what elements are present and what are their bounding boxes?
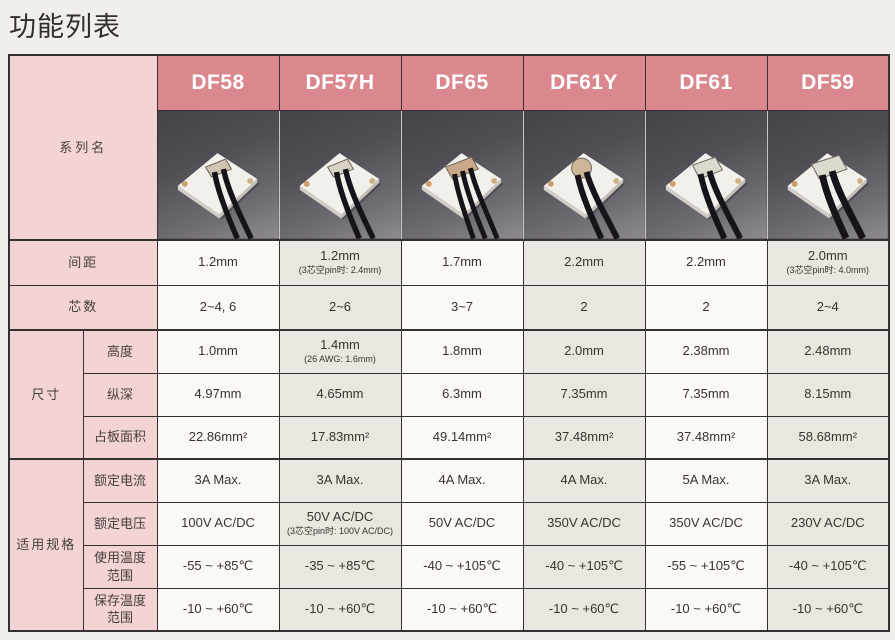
- cell-op-temp-df61y: -40 ~ +105℃: [522, 544, 646, 589]
- column-header-df65: DF65: [400, 54, 524, 111]
- row-label-cores: 芯数: [8, 284, 158, 331]
- row-label-voltage: 额定电压: [82, 501, 158, 546]
- connector-photo-icon: [665, 152, 747, 238]
- cell-cores-df58: 2~4, 6: [156, 284, 280, 331]
- cell-area-df61y: 37.48mm²: [522, 415, 646, 460]
- cell-area-df58: 22.86mm²: [156, 415, 280, 460]
- cell-storage-temp-df61y: -10 ~ +60℃: [522, 587, 646, 632]
- cell-area-df57h: 17.83mm²: [278, 415, 402, 460]
- cell-storage-temp-df57h: -10 ~ +60℃: [278, 587, 402, 632]
- row-label-current: 额定电流: [82, 458, 158, 503]
- cell-cores-df57h: 2~6: [278, 284, 402, 331]
- series-name-label: 系列名: [8, 54, 158, 241]
- cell-op-temp-df65: -40 ~ +105℃: [400, 544, 524, 589]
- cell-voltage-df59: 230V AC/DC: [766, 501, 890, 546]
- row-current: 适用规格 额定电流 3A Max. 3A Max. 4A Max. 4A Max…: [8, 458, 890, 632]
- cell-height-df57h: 1.4mm (26 AWG: 1.6mm): [278, 329, 402, 374]
- cell-pitch-df61: 2.2mm: [644, 239, 768, 286]
- product-photo-df59: [766, 109, 890, 241]
- cell-voltage-df61: 350V AC/DC: [644, 501, 768, 546]
- cell-depth-df59: 8.15mm: [766, 372, 890, 417]
- cell-op-temp-df58: -55 ~ +85℃: [156, 544, 280, 589]
- column-header-df59: DF59: [766, 54, 890, 111]
- cell-pitch-df61y: 2.2mm: [522, 239, 646, 286]
- cell-cores-df61y: 2: [522, 284, 646, 331]
- cell-current-df58: 3A Max.: [156, 458, 280, 503]
- cell-op-temp-df59: -40 ~ +105℃: [766, 544, 890, 589]
- cell-area-df65: 49.14mm²: [400, 415, 524, 460]
- row-label-height: 高度: [82, 329, 158, 374]
- cell-op-temp-df57h: -35 ~ +85℃: [278, 544, 402, 589]
- cell-storage-temp-df59: -10 ~ +60℃: [766, 587, 890, 632]
- connector-photo-icon: [543, 152, 625, 238]
- cell-depth-df58: 4.97mm: [156, 372, 280, 417]
- row-voltage: 额定电压 100V AC/DC 50V AC/DC (3芯空pin时: 100V …: [9, 501, 890, 546]
- cell-storage-temp-df58: -10 ~ +60℃: [156, 587, 280, 632]
- product-photo-df61: [644, 109, 768, 241]
- cell-cores-df65: 3~7: [400, 284, 524, 331]
- connector-photo-icon: [177, 152, 259, 238]
- column-header-df61y: DF61Y: [522, 54, 646, 111]
- cell-area-df61: 37.48mm²: [644, 415, 768, 460]
- cell-voltage-df57h: 50V AC/DC (3芯空pin时: 100V AC/DC): [278, 501, 402, 546]
- row-height: 尺寸 高度 1.0mm 1.4mm (26 AWG: 1.6mm) 1.8mm 2…: [8, 329, 890, 460]
- cell-voltage-df58: 100V AC/DC: [156, 501, 280, 546]
- group-label-spec: 适用规格: [8, 458, 84, 632]
- connector-photo-icon: [421, 152, 503, 238]
- row-pitch: 间距 1.2mm 1.2mm (3芯空pin时: 2.4mm) 1.7mm 2.2…: [8, 239, 890, 286]
- group-label-size: 尺寸: [8, 329, 84, 460]
- cell-depth-df61y: 7.35mm: [522, 372, 646, 417]
- cell-current-df57h: 3A Max.: [278, 458, 402, 503]
- cell-current-df65: 4A Max.: [400, 458, 524, 503]
- row-cores: 芯数 2~4, 6 2~6 3~7 2 2 2~4: [8, 284, 890, 331]
- row-label-area: 占板面积: [82, 415, 158, 460]
- row-op-temp: 使用温度范围 -55 ~ +85℃ -35 ~ +85℃ -40 ~ +105℃…: [9, 544, 890, 589]
- cell-current-df61y: 4A Max.: [522, 458, 646, 503]
- cell-pitch-df57h: 1.2mm (3芯空pin时: 2.4mm): [278, 239, 402, 286]
- row-depth: 纵深 4.97mm 4.65mm 6.3mm 7.35mm 7.35mm 8.1…: [9, 372, 890, 417]
- cell-area-df59: 58.68mm²: [766, 415, 890, 460]
- cell-height-df59: 2.48mm: [766, 329, 890, 374]
- product-photo-df58: [156, 109, 280, 241]
- cell-height-df58: 1.0mm: [156, 329, 280, 374]
- product-photo-df61y: [522, 109, 646, 241]
- connector-photo-icon: [299, 152, 381, 238]
- row-label-depth: 纵深: [82, 372, 158, 417]
- cell-cores-df59: 2~4: [766, 284, 890, 331]
- cell-pitch-df59: 2.0mm (3芯空pin时: 4.0mm): [766, 239, 890, 286]
- header-row: 系列名 DF58 DF57H DF65 DF61Y DF61 DF59: [8, 54, 890, 241]
- page-title: 功能列表: [9, 12, 121, 42]
- row-label-pitch: 间距: [8, 239, 158, 286]
- cell-current-df61: 5A Max.: [644, 458, 768, 503]
- cell-storage-temp-df65: -10 ~ +60℃: [400, 587, 524, 632]
- cell-pitch-df65: 1.7mm: [400, 239, 524, 286]
- product-photo-df65: [400, 109, 524, 241]
- cell-height-df61y: 2.0mm: [522, 329, 646, 374]
- cell-current-df59: 3A Max.: [766, 458, 890, 503]
- cell-voltage-df61y: 350V AC/DC: [522, 501, 646, 546]
- cell-depth-df61: 7.35mm: [644, 372, 768, 417]
- cell-depth-df57h: 4.65mm: [278, 372, 402, 417]
- row-storage-temp: 保存温度范围 -10 ~ +60℃ -10 ~ +60℃ -10 ~ +60℃ …: [9, 587, 890, 632]
- cell-storage-temp-df61: -10 ~ +60℃: [644, 587, 768, 632]
- cell-height-df61: 2.38mm: [644, 329, 768, 374]
- cell-pitch-df58: 1.2mm: [156, 239, 280, 286]
- connector-photo-icon: [787, 153, 869, 238]
- column-header-df61: DF61: [644, 54, 768, 111]
- row-area: 占板面积 22.86mm² 17.83mm² 49.14mm² 37.48mm²…: [9, 415, 890, 460]
- photo-row: [9, 109, 890, 241]
- row-label-op-temp: 使用温度范围: [82, 544, 158, 589]
- column-header-df57h: DF57H: [278, 54, 402, 111]
- cell-height-df65: 1.8mm: [400, 329, 524, 374]
- row-label-storage-temp: 保存温度范围: [82, 587, 158, 632]
- product-comparison-table: 系列名 DF58 DF57H DF65 DF61Y DF61 DF59: [8, 54, 891, 632]
- product-photo-df57h: [278, 109, 402, 241]
- cell-voltage-df65: 50V AC/DC: [400, 501, 524, 546]
- cell-cores-df61: 2: [644, 284, 768, 331]
- column-header-df58: DF58: [156, 54, 280, 111]
- cell-depth-df65: 6.3mm: [400, 372, 524, 417]
- cell-op-temp-df61: -55 ~ +105℃: [644, 544, 768, 589]
